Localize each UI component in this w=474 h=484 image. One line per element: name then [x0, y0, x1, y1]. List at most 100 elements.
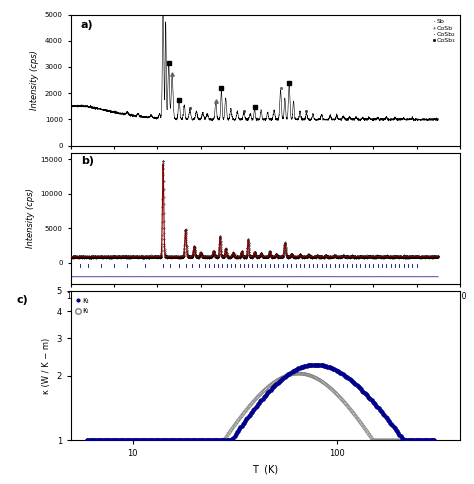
- κₗ: [335, 393, 343, 400]
- κₗ: [195, 437, 202, 444]
- κₜ: [309, 361, 316, 369]
- κₜ: [144, 437, 151, 444]
- κₜ: [401, 437, 409, 444]
- κₜ: [138, 437, 146, 444]
- κₗ: [275, 376, 283, 383]
- κₜ: [411, 437, 419, 444]
- κₗ: [312, 374, 319, 382]
- κₗ: [262, 385, 270, 393]
- κₗ: [292, 370, 300, 378]
- κₗ: [287, 371, 294, 378]
- κₜ: [260, 393, 267, 401]
- κₜ: [320, 362, 328, 370]
- κₗ: [104, 437, 112, 444]
- κₜ: [324, 363, 331, 371]
- κₗ: [327, 385, 335, 393]
- κₗ: [189, 437, 197, 444]
- κₜ: [244, 414, 251, 422]
- κₜ: [131, 437, 138, 444]
- κₜ: [168, 437, 176, 444]
- κₗ: [264, 384, 271, 392]
- κₜ: [266, 387, 273, 395]
- κₜ: [99, 437, 106, 444]
- κₗ: [281, 373, 288, 380]
- κₗ: [308, 372, 315, 380]
- κₜ: [223, 437, 230, 444]
- κₗ: [237, 414, 244, 422]
- κₗ: [278, 374, 286, 381]
- κₗ: [417, 437, 424, 444]
- κₗ: [188, 437, 195, 444]
- κₜ: [430, 437, 438, 444]
- κₜ: [298, 363, 306, 371]
- κₜ: [301, 363, 308, 370]
- κₗ: [94, 437, 101, 444]
- κₜ: [159, 437, 166, 444]
- κₜ: [228, 436, 236, 443]
- κₜ: [191, 437, 199, 444]
- κₜ: [349, 378, 357, 386]
- κₗ: [425, 437, 432, 444]
- κₗ: [216, 437, 223, 444]
- κₜ: [393, 428, 401, 436]
- κₗ: [199, 437, 206, 444]
- κₜ: [165, 437, 173, 444]
- κₜ: [91, 437, 99, 444]
- κₜ: [370, 399, 378, 407]
- κₗ: [99, 437, 106, 444]
- κₗ: [341, 399, 349, 407]
- κₗ: [184, 437, 192, 444]
- κₗ: [224, 431, 231, 439]
- κₗ: [163, 437, 170, 444]
- κₗ: [169, 437, 177, 444]
- κₗ: [181, 437, 189, 444]
- κₗ: [254, 393, 262, 401]
- κₜ: [161, 437, 169, 444]
- κₜ: [355, 383, 363, 391]
- κₗ: [174, 437, 182, 444]
- κₗ: [333, 390, 341, 398]
- κₗ: [152, 437, 160, 444]
- κₗ: [89, 437, 97, 444]
- κₗ: [102, 437, 109, 444]
- κₜ: [239, 421, 246, 428]
- κₜ: [316, 361, 323, 369]
- κₗ: [151, 437, 158, 444]
- κₗ: [345, 403, 352, 411]
- κₜ: [173, 437, 181, 444]
- κₗ: [347, 406, 355, 414]
- κₗ: [137, 437, 145, 444]
- κₜ: [111, 437, 119, 444]
- κₗ: [414, 437, 422, 444]
- κₜ: [278, 375, 286, 383]
- κₗ: [129, 437, 137, 444]
- κₗ: [230, 423, 237, 431]
- κₗ: [334, 392, 342, 399]
- κₗ: [180, 437, 187, 444]
- κₜ: [339, 370, 346, 378]
- κₜ: [248, 408, 256, 416]
- κₜ: [392, 426, 400, 434]
- κₗ: [310, 373, 318, 381]
- κₗ: [386, 437, 394, 444]
- κₗ: [389, 437, 396, 444]
- κₗ: [377, 437, 385, 444]
- κₜ: [261, 392, 269, 400]
- Y-axis label: Intensity (cps): Intensity (cps): [30, 50, 39, 110]
- κₜ: [194, 437, 201, 444]
- κₗ: [112, 437, 120, 444]
- κₗ: [369, 436, 376, 444]
- κₗ: [127, 437, 134, 444]
- κₗ: [218, 437, 226, 444]
- κₗ: [272, 378, 279, 385]
- κₗ: [378, 437, 386, 444]
- κₗ: [360, 423, 367, 430]
- κₗ: [295, 370, 302, 378]
- κₗ: [368, 434, 375, 442]
- κₜ: [410, 437, 417, 444]
- κₗ: [232, 420, 240, 427]
- κₜ: [188, 437, 195, 444]
- κₜ: [264, 390, 271, 397]
- κₜ: [373, 402, 380, 409]
- κₜ: [390, 423, 397, 431]
